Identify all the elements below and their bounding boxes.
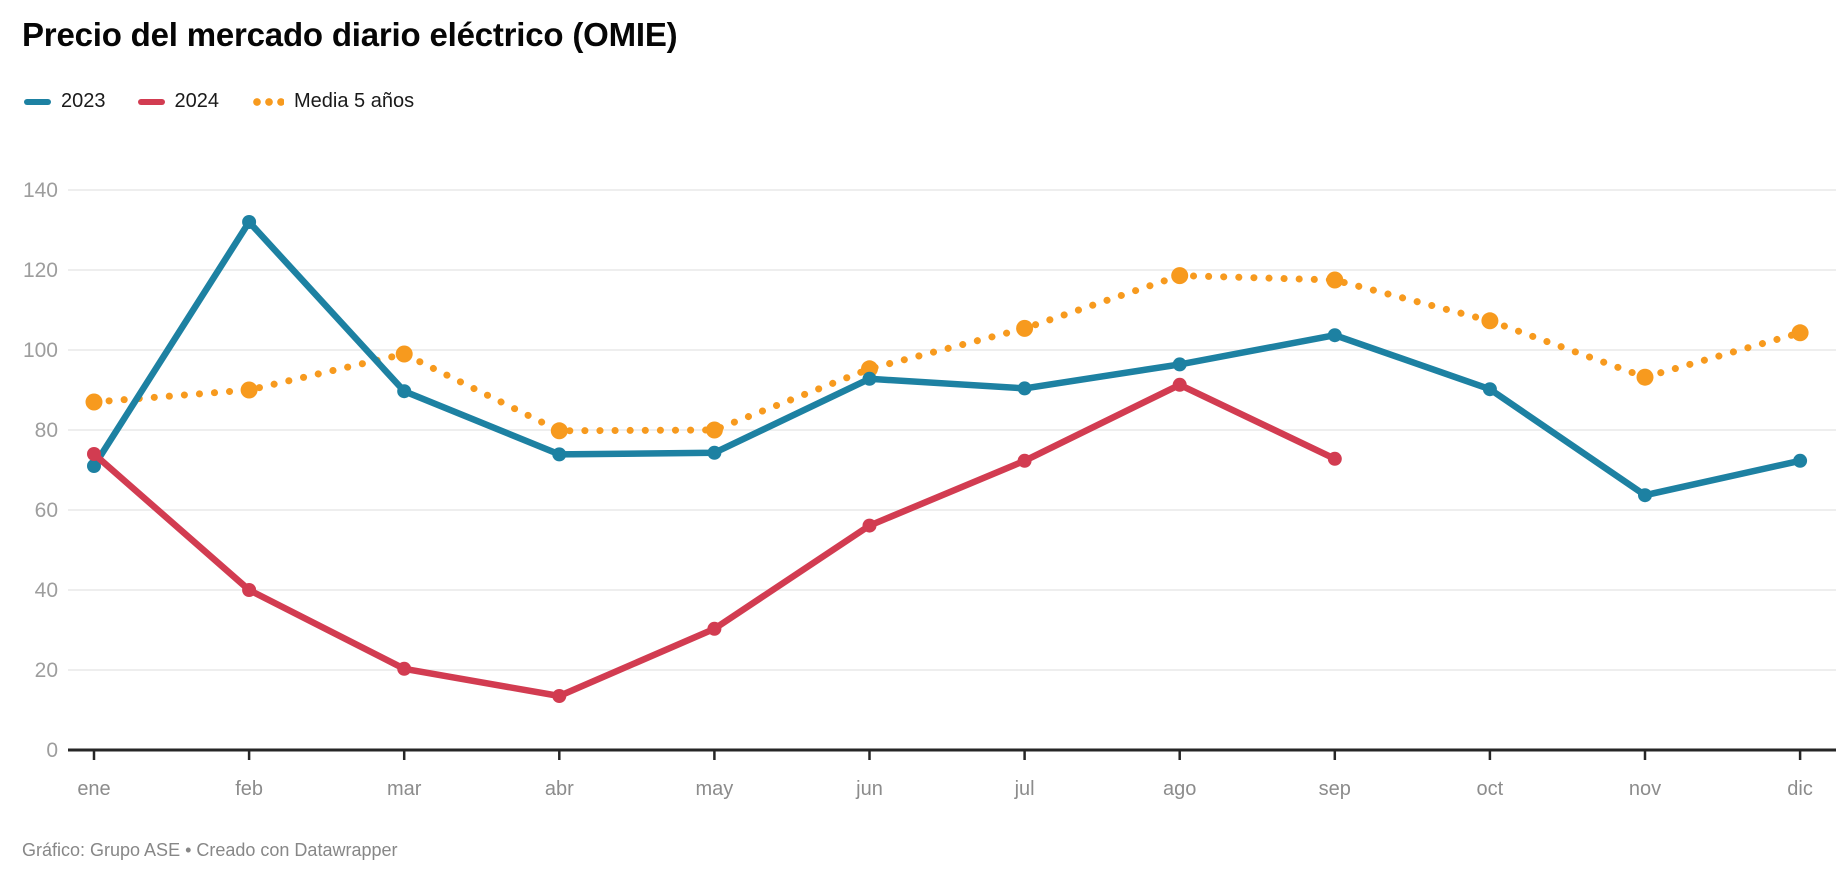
legend-item-media-5-anos: Media 5 años [251,90,414,113]
x-tick-label: ene [77,778,110,800]
x-tick-label: abr [545,778,574,800]
x-tick-label: may [696,778,734,800]
data-point-2023 [397,384,412,399]
legend-label-2023: 2023 [61,90,106,112]
legend-swatch-2024-icon [137,98,165,105]
data-point-2024 [1172,377,1187,392]
data-point-2024 [707,621,722,636]
data-point-2023 [242,215,257,229]
legend-label-2024: 2024 [174,90,220,112]
data-point-2023 [707,445,722,460]
data-point-2023 [87,459,101,473]
x-tick-label: sep [1319,778,1351,800]
x-tick-label: nov [1629,778,1661,800]
y-tick-label: 0 [46,739,58,762]
data-point-2024 [242,583,257,597]
y-tick-label: 140 [23,179,58,202]
data-point-2024 [862,518,877,533]
data-point-media-5-años [1016,319,1034,337]
data-point-2023 [1327,328,1342,343]
footer-credit: Gráfico: Grupo ASE • Creado con Datawrap… [22,840,398,860]
data-point-2023 [1482,382,1497,397]
x-tick-label: ago [1163,778,1196,800]
data-point-media-5-años [240,381,258,399]
legend-swatch-media-5-anos-icon [251,97,284,106]
chart-title: Precio del mercado diario eléctrico (OMI… [22,16,678,53]
series-line-2023 [90,218,1804,499]
legend-swatch-2023-icon [24,98,51,105]
series-line-media-5-años [90,272,1804,435]
y-tick-label: 20 [35,659,58,682]
data-point-2023 [1638,488,1652,503]
data-point-2023 [1172,357,1187,372]
legend: 2023 2024 Media 5 años [24,90,414,113]
data-point-2024 [397,661,412,676]
x-tick-label: dic [1787,778,1813,800]
chart-area: 0 20 40 60 80 100 120 140 ene feb mar abr may jun jul a… [0,132,1840,822]
data-point-2023 [552,447,567,462]
data-point-2024 [87,447,101,461]
x-tick-label: oct [1477,778,1504,800]
data-point-media-5-años [550,422,568,440]
legend-label-media-5-anos: Media 5 años [294,90,415,112]
data-point-media-5-años [861,360,878,378]
data-point-media-5-años [1171,267,1189,285]
x-tick-label: feb [235,778,263,800]
data-point-media-5-años [85,393,103,411]
data-point-2024 [1327,451,1342,466]
y-tick-label: 60 [35,499,58,522]
data-point-2023 [1793,453,1808,468]
x-tick-label: jun [855,778,883,800]
data-point-media-5-años [1326,271,1344,289]
data-point-2024 [1017,453,1032,468]
y-tick-label: 120 [23,259,58,282]
legend-item-2024: 2024 [137,90,220,113]
y-tick-label: 100 [23,339,58,362]
data-point-2024 [552,689,567,703]
data-point-2023 [1017,381,1032,396]
data-point-media-5-años [1791,324,1809,342]
data-point-media-5-años [705,421,723,439]
data-point-media-5-años [1481,312,1499,330]
y-tick-label: 80 [35,419,58,442]
data-point-2023 [862,371,877,386]
x-tick-label: jul [1014,778,1035,800]
data-point-media-5-años [1636,368,1654,386]
y-tick-label: 40 [35,579,58,602]
data-point-media-5-años [395,345,413,363]
legend-item-2023: 2023 [24,90,106,113]
x-tick-label: mar [387,778,422,800]
line-chart: 0 20 40 60 80 100 120 140 ene feb mar abr may jun jul a… [23,179,1836,800]
